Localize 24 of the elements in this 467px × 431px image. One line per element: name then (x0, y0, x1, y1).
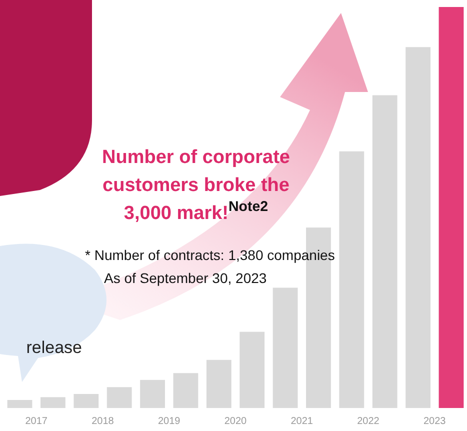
bar (272, 288, 298, 408)
x-tick-label: 2023 (424, 416, 446, 427)
bar (372, 95, 398, 408)
annotation: release (26, 338, 82, 357)
bar (406, 47, 430, 408)
bar (206, 360, 232, 408)
bar (140, 380, 165, 408)
x-tick-label: 2017 (25, 416, 48, 427)
bar (7, 400, 32, 408)
x-tick-label: 2020 (224, 416, 248, 427)
bar (40, 397, 66, 408)
x-tick-label: 2022 (357, 416, 380, 427)
bar (74, 394, 99, 408)
bar (339, 151, 364, 408)
bar (438, 7, 464, 408)
annotation: As of September 30, 2023 (104, 270, 267, 286)
bar (106, 387, 132, 408)
text: Number of corporate customers broke the 3,000 mark!$^{Note2}$ (102, 147, 290, 224)
annotation: * Number of contracts: 1,380 companies (85, 247, 335, 263)
x-tick-label: 2019 (158, 416, 181, 427)
x-tick-label: 2018 (92, 416, 114, 427)
bar (173, 373, 198, 408)
bar (240, 332, 265, 408)
x-tick-label: 2021 (290, 416, 314, 427)
